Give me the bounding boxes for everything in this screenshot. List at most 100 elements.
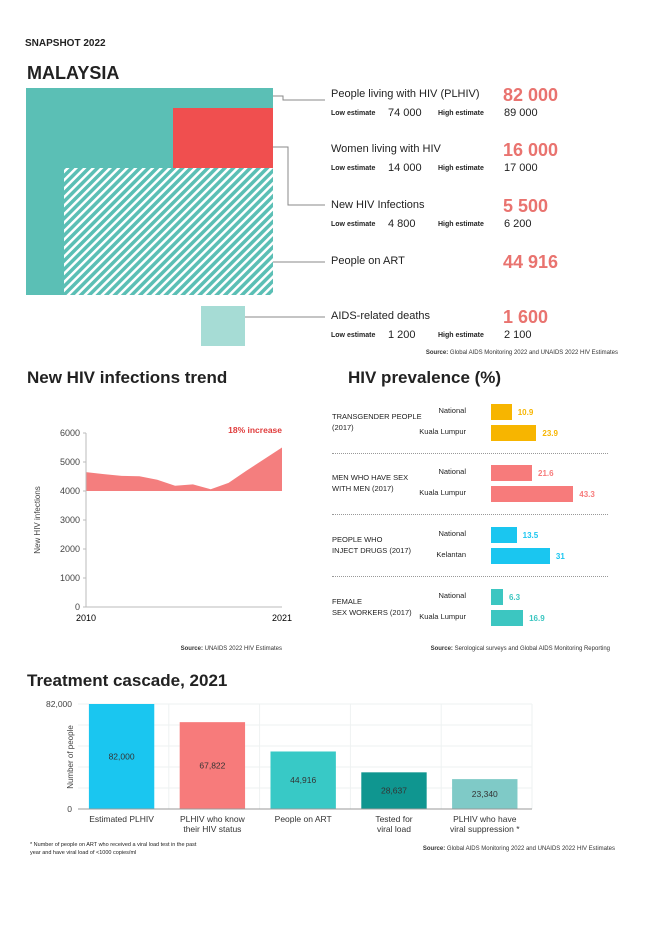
high-estimate-label: High estimate — [438, 165, 484, 172]
bar-label: National — [438, 529, 466, 538]
y-axis-label: Number of people — [66, 725, 75, 789]
cascade-bar-label: 44,916 — [290, 775, 316, 785]
bar-label: Kuala Lumpur — [419, 612, 466, 621]
women-square — [173, 108, 273, 168]
cascade-bar-label: 82,000 — [109, 752, 135, 762]
connector-line — [273, 95, 325, 101]
prevalence-bar — [491, 425, 537, 441]
cascade-chart: 82,000 Estimated PLHIV 67,822 PLHIV who kno… — [46, 699, 533, 834]
low-estimate-value: 74 000 — [388, 107, 422, 119]
group-label: MEN WHO HAVE SEX WITH MEN (2017) — [332, 472, 408, 494]
category-label: PLHIV who know — [180, 814, 246, 824]
group-label-line: WITH MEN (2017) — [332, 484, 394, 493]
group-label: PEOPLE WHO INJECT DRUGS (2017) — [332, 534, 411, 556]
indicator-value: 16 000 — [503, 140, 559, 160]
cascade-bar — [361, 772, 427, 809]
group-divider — [332, 576, 608, 577]
prevalence-bar — [491, 465, 533, 481]
bar-value: 10.9 — [517, 408, 534, 417]
high-estimate-label: High estimate — [438, 332, 484, 339]
high-estimate-value: 89 000 — [504, 107, 538, 119]
group-label-line: MEN WHO HAVE SEX — [332, 473, 409, 482]
x-tick-label: 2010 — [76, 613, 96, 623]
category-label: Tested for — [375, 814, 412, 824]
y-tick-label: 4000 — [60, 486, 80, 496]
cascade-bar-label: 67,822 — [199, 761, 225, 771]
low-estimate-value: 1 200 — [388, 329, 416, 341]
prevalence-bar — [491, 527, 517, 543]
bar-value: 13.5 — [522, 531, 539, 540]
high-estimate-value: 2 100 — [504, 329, 532, 341]
y-tick-label: 0 — [67, 804, 72, 814]
high-estimate-value: 6 200 — [504, 218, 532, 230]
trend-title: New HIV infections trend — [27, 368, 228, 387]
bar-value: 23.9 — [542, 429, 558, 438]
category-label: People on ART — [275, 814, 332, 824]
bar-label: Kuala Lumpur — [419, 488, 466, 497]
category-label: Estimated PLHIV — [89, 814, 154, 824]
prevalence-bar — [491, 589, 503, 605]
cascade-bar — [452, 779, 518, 809]
indicator-label: Women living with HIV — [331, 143, 441, 155]
indicator-value: 82 000 — [503, 85, 559, 105]
trend-annotation: 18% increase — [228, 425, 282, 435]
y-tick-label: 2000 — [60, 544, 80, 554]
indicator-label: People on ART — [331, 255, 405, 267]
prevalence-bar — [491, 548, 550, 564]
low-estimate-value: 14 000 — [388, 162, 422, 174]
group-label-line: (2017) — [332, 423, 354, 432]
category-label: viral suppression * — [450, 824, 520, 834]
high-estimate-value: 17 000 — [504, 162, 538, 174]
bar-label: Kelantan — [436, 550, 466, 559]
cascade-footnote: * Number of people on ART who received a… — [30, 842, 197, 856]
y-tick-label: 6000 — [60, 428, 80, 438]
trend-chart: 0 1000 2000 3000 4000 5000 6000 2010 2021 New HIV… — [33, 425, 292, 652]
group-label-line: PEOPLE WHO — [332, 535, 383, 544]
category-label: their HIV status — [183, 824, 241, 834]
y-tick-label: 5000 — [60, 457, 80, 467]
bar-label: National — [438, 591, 466, 600]
bar-label: Kuala Lumpur — [419, 427, 466, 436]
low-estimate-label: Low estimate — [331, 221, 376, 228]
prevalence-bar — [491, 404, 512, 420]
bar-value: 21.6 — [538, 469, 554, 478]
cascade-bar — [270, 751, 336, 809]
cascade-bar-label: 23,340 — [472, 789, 498, 799]
prevalence-title: HIV prevalence (%) — [348, 368, 502, 387]
group-label: FEMALE SEX WORKERS (2017) — [332, 596, 412, 618]
prevalence-bar — [491, 610, 524, 626]
y-tick-label: 82,000 — [46, 699, 72, 709]
category-label: viral load — [377, 824, 411, 834]
cascade-bar-label: 28,637 — [381, 786, 407, 796]
art-square — [64, 168, 273, 295]
bar-label: National — [438, 406, 466, 415]
indicator-label: New HIV Infections — [331, 199, 425, 211]
category-label: PLHIV who have — [453, 814, 517, 824]
cascade-bar — [88, 704, 155, 809]
group-label: TRANSGENDER PEOPLE (2017) — [332, 411, 422, 433]
high-estimate-label: High estimate — [438, 110, 484, 117]
indicator-graphic — [26, 88, 325, 346]
low-estimate-label: Low estimate — [331, 110, 376, 117]
y-tick-label: 1000 — [60, 573, 80, 583]
bar-value: 16.9 — [529, 614, 545, 623]
y-axis-label: New HIV infections — [33, 486, 42, 554]
cascade-title: Treatment cascade, 2021 — [27, 671, 228, 690]
group-label-line: INJECT DRUGS (2017) — [332, 546, 412, 555]
group-divider — [332, 453, 608, 454]
group-label-line: SEX WORKERS (2017) — [332, 608, 412, 617]
bar-value: 43.3 — [579, 490, 595, 499]
trend-area — [86, 447, 282, 491]
connector-line — [273, 146, 325, 206]
low-estimate-label: Low estimate — [331, 332, 376, 339]
low-estimate-label: Low estimate — [331, 165, 376, 172]
high-estimate-label: High estimate — [438, 221, 484, 228]
bar-value: 6.3 — [508, 593, 521, 602]
group-label-line: TRANSGENDER PEOPLE — [332, 412, 422, 421]
group-divider — [332, 514, 608, 515]
bar-value: 31 — [555, 552, 565, 561]
indicator-value: 5 500 — [503, 196, 549, 216]
group-label-line: FEMALE — [332, 597, 363, 606]
trend-source: Source: UNAIDS 2022 HIV Estimates — [181, 646, 282, 652]
